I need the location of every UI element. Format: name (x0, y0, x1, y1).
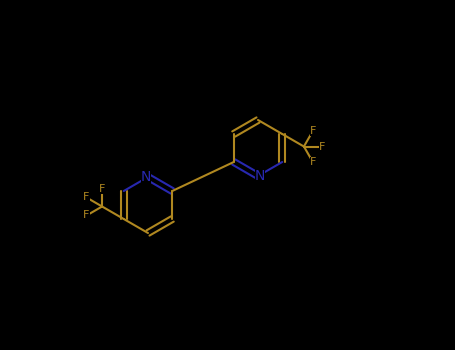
Text: F: F (310, 157, 316, 167)
Text: N: N (255, 169, 265, 183)
Text: F: F (310, 126, 316, 136)
Text: F: F (83, 193, 90, 203)
Text: N: N (141, 170, 151, 184)
Text: F: F (318, 141, 325, 152)
Text: F: F (83, 210, 90, 220)
Text: F: F (99, 183, 105, 194)
